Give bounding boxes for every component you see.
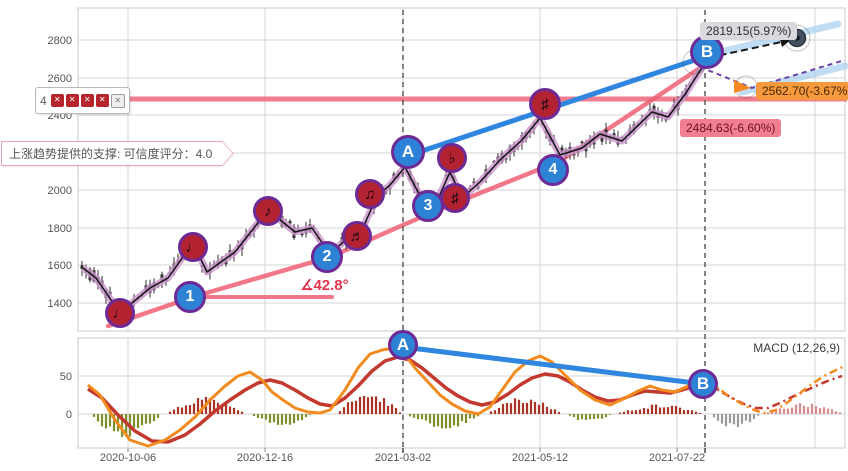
price-axis-tick: 1600 xyxy=(48,260,72,272)
wave-point-n4[interactable]: ♬ xyxy=(342,221,372,251)
date-axis-tick: 2021-05-12 xyxy=(512,452,568,464)
wave-point-n8[interactable]: ♯ xyxy=(529,88,561,120)
price-axis-tick: 2600 xyxy=(48,73,72,85)
wave-point-n7[interactable]: ♯ xyxy=(440,183,470,213)
date-axis-tick: 2020-10-06 xyxy=(100,452,156,464)
date-axis-tick: 2021-03-02 xyxy=(375,452,431,464)
price-axis-tick: 2800 xyxy=(48,35,72,47)
date-axis-tick: 2020-12-16 xyxy=(237,452,293,464)
orange-arrow-marker xyxy=(734,80,751,93)
price-axis-tick: 1800 xyxy=(48,223,72,235)
wave-point-3[interactable]: 3 xyxy=(412,190,444,222)
wave-point-n1[interactable]: ♩ xyxy=(105,298,135,328)
stamp-icon-filled: ✕ xyxy=(65,93,79,107)
stamp-icon-empty: ✕ xyxy=(110,93,125,108)
trend-angle-label: ∡42.8° xyxy=(300,277,349,294)
wave-point-n2[interactable]: ♩ xyxy=(178,232,208,262)
macd-axis-tick: 50 xyxy=(60,371,72,383)
macd-ab-line[interactable] xyxy=(400,344,706,387)
target-price-label: 2819.15(5.97%) xyxy=(700,22,798,40)
stamp-icon-filled: ✕ xyxy=(95,93,109,107)
wave-point-4[interactable]: 4 xyxy=(537,154,569,186)
rating-stamp-icons: ✕ ✕ ✕ ✕ ✕ xyxy=(50,93,125,108)
confidence-rating-box[interactable]: 4 ✕ ✕ ✕ ✕ ✕ xyxy=(35,87,130,114)
support-callout-border: 上涨趋势提供的支撑: 可信度评分：4.0 xyxy=(1,141,233,166)
trend-lines xyxy=(105,63,847,329)
wave-point-1[interactable]: 1 xyxy=(174,281,206,313)
wave-point-n3[interactable]: ♪ xyxy=(253,196,283,226)
wave-point-A-macd[interactable]: A xyxy=(388,330,418,360)
wave-point-A[interactable]: A xyxy=(391,135,425,169)
price-axis-tick: 2000 xyxy=(48,185,72,197)
support-callout-text: 上涨趋势提供的支撑: 可信度评分：4.0 xyxy=(2,142,232,165)
price-axis-tick: 1400 xyxy=(48,298,72,310)
stamp-icon-filled: ✕ xyxy=(50,93,64,107)
axis-labels: 280026002400220020001800160014005002020-… xyxy=(48,35,706,464)
wave-point-B[interactable]: B xyxy=(690,35,724,69)
rating-value: 4 xyxy=(40,93,47,108)
macd-indicator-label: MACD (12,26,9) xyxy=(753,341,840,355)
macd-panel xyxy=(87,344,846,448)
support-price-label: 2484.63(-6.60%) xyxy=(680,119,782,137)
gridlines xyxy=(77,7,846,449)
stamp-icon-filled: ✕ xyxy=(80,93,94,107)
wave-point-2[interactable]: 2 xyxy=(311,241,343,273)
wave-point-B-macd[interactable]: B xyxy=(688,369,718,399)
wave-point-n6[interactable]: ♭ xyxy=(437,143,467,173)
mid-price-label: 2562.70(-3.67%) xyxy=(756,82,848,100)
support-callout: 上涨趋势提供的支撑: 可信度评分：4.0 xyxy=(1,141,233,166)
macd-axis-tick: 0 xyxy=(66,409,72,421)
date-axis-tick: 2021-07-22 xyxy=(649,452,705,464)
wave-point-n5[interactable]: ♫ xyxy=(355,179,385,209)
